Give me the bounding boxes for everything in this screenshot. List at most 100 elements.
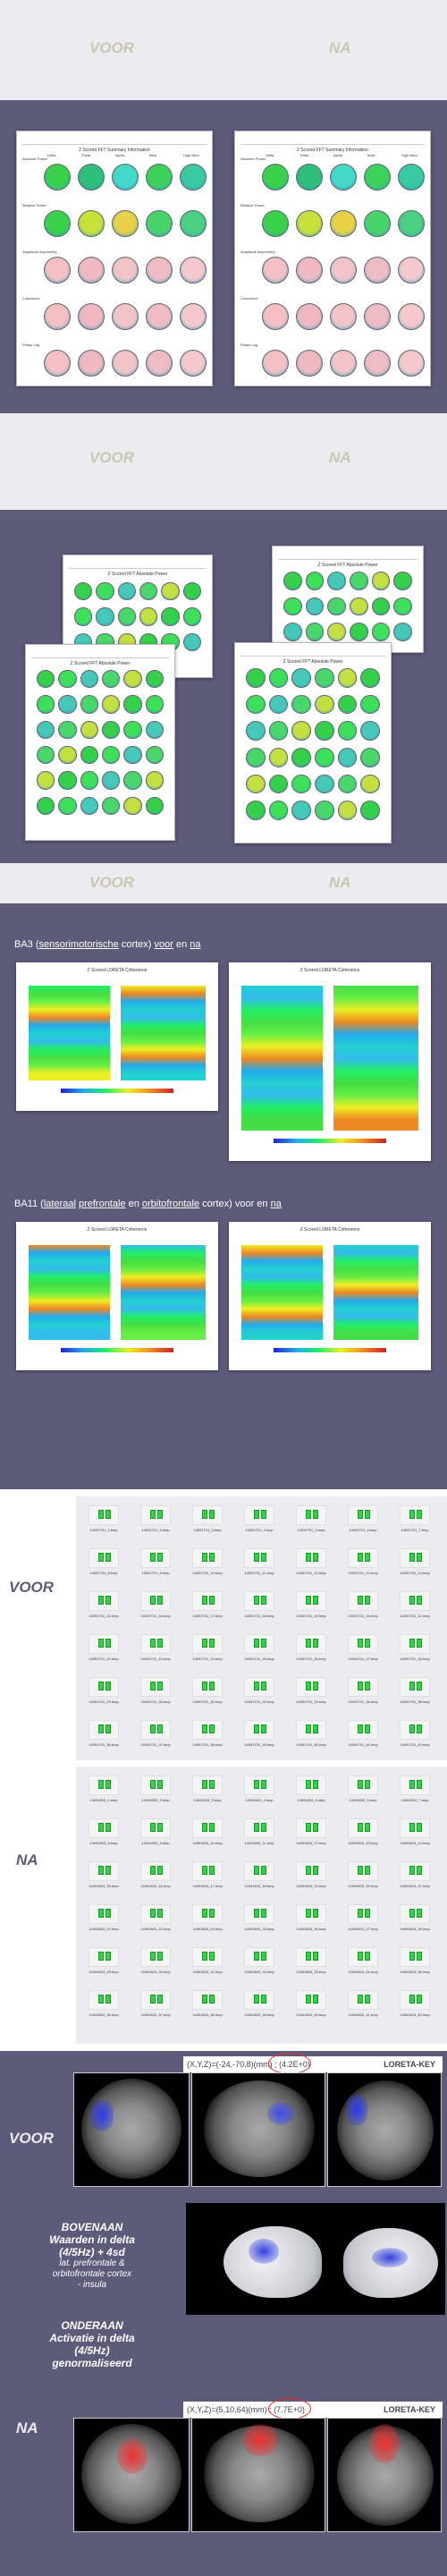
image-thumbnail[interactable]: [348, 1904, 378, 1924]
column-label: High Beta: [183, 153, 199, 157]
image-thumbnail[interactable]: [400, 1904, 430, 1924]
image-thumbnail[interactable]: [192, 1861, 223, 1881]
image-thumbnail[interactable]: [140, 1990, 171, 2010]
image-thumbnail[interactable]: [400, 1634, 430, 1654]
image-thumbnail[interactable]: [89, 1548, 119, 1568]
image-thumbnail[interactable]: [192, 1548, 223, 1568]
image-thumbnail[interactable]: [244, 1990, 274, 2010]
image-thumbnail[interactable]: [348, 1591, 378, 1611]
image-thumbnail[interactable]: [192, 1990, 223, 2010]
image-thumbnail[interactable]: [244, 1861, 274, 1881]
image-thumbnail[interactable]: [244, 1775, 274, 1795]
image-thumbnail[interactable]: [400, 1818, 430, 1838]
image-thumbnail[interactable]: [140, 1904, 171, 1924]
image-thumbnail[interactable]: [89, 1947, 119, 1967]
thumbnail-graphic: [157, 1682, 163, 1690]
image-thumbnail[interactable]: [348, 1548, 378, 1568]
image-thumbnail[interactable]: [89, 1634, 119, 1654]
image-thumbnail[interactable]: [244, 1947, 274, 1967]
image-thumbnail[interactable]: [296, 1720, 326, 1740]
image-thumbnail[interactable]: [192, 1904, 223, 1924]
thumbnail-filename: 14091701_14.bmp: [400, 1571, 430, 1575]
image-thumbnail[interactable]: [140, 1591, 171, 1611]
image-thumbnail[interactable]: [140, 1634, 171, 1654]
image-thumbnail[interactable]: [192, 1720, 223, 1740]
image-thumbnail[interactable]: [400, 1947, 430, 1967]
thumbnail-graphic: [261, 1596, 266, 1605]
image-thumbnail[interactable]: [400, 1861, 430, 1881]
image-thumbnail[interactable]: [192, 1505, 223, 1525]
image-thumbnail[interactable]: [89, 1677, 119, 1697]
image-thumbnail[interactable]: [192, 1818, 223, 1838]
image-thumbnail[interactable]: [244, 1591, 274, 1611]
image-thumbnail[interactable]: [400, 1990, 430, 2010]
image-thumbnail[interactable]: [296, 1591, 326, 1611]
thumbnail-filename: 14091803_9.bmp: [141, 1841, 170, 1845]
image-thumbnail[interactable]: [296, 1505, 326, 1525]
image-thumbnail[interactable]: [400, 1677, 430, 1697]
thumbnail-filename: 14091701_3.bmp: [193, 1528, 222, 1532]
scalp-map-icon: [337, 721, 358, 741]
thumbnail-filename: 14091803_8.bmp: [89, 1841, 118, 1845]
image-thumbnail[interactable]: [140, 1505, 171, 1525]
scalp-map-icon: [337, 668, 358, 688]
image-thumbnail[interactable]: [348, 1947, 378, 1967]
image-thumbnail[interactable]: [140, 1677, 171, 1697]
image-thumbnail[interactable]: [192, 1947, 223, 1967]
image-thumbnail[interactable]: [244, 1505, 274, 1525]
image-thumbnail[interactable]: [348, 1505, 378, 1525]
thumbnail-graphic: [254, 1724, 259, 1733]
image-thumbnail[interactable]: [348, 1990, 378, 2010]
image-thumbnail[interactable]: [348, 1720, 378, 1740]
image-thumbnail[interactable]: [140, 1775, 171, 1795]
image-thumbnail[interactable]: [296, 1861, 326, 1881]
image-thumbnail[interactable]: [244, 1818, 274, 1838]
image-thumbnail[interactable]: [89, 1775, 119, 1795]
image-thumbnail[interactable]: [348, 1634, 378, 1654]
activation-blob: [346, 2095, 367, 2125]
image-thumbnail[interactable]: [244, 1634, 274, 1654]
thumbnail-graphic: [358, 1866, 363, 1875]
image-thumbnail[interactable]: [400, 1720, 430, 1740]
image-thumbnail[interactable]: [140, 1947, 171, 1967]
image-thumbnail[interactable]: [348, 1861, 378, 1881]
image-thumbnail[interactable]: [244, 1904, 274, 1924]
thumbnail-filename: 14091701_30.bmp: [140, 1699, 171, 1704]
thumbnail-graphic: [306, 1724, 311, 1733]
image-thumbnail[interactable]: [192, 1677, 223, 1697]
image-thumbnail[interactable]: [296, 1904, 326, 1924]
image-thumbnail[interactable]: [89, 1904, 119, 1924]
image-thumbnail[interactable]: [89, 1990, 119, 2010]
image-thumbnail[interactable]: [348, 1677, 378, 1697]
image-thumbnail[interactable]: [400, 1775, 430, 1795]
image-thumbnail[interactable]: [296, 1818, 326, 1838]
image-thumbnail[interactable]: [244, 1720, 274, 1740]
image-thumbnail[interactable]: [348, 1775, 378, 1795]
image-thumbnail[interactable]: [244, 1677, 274, 1697]
scalp-map-icon: [371, 572, 391, 590]
image-thumbnail[interactable]: [400, 1505, 430, 1525]
image-thumbnail[interactable]: [89, 1591, 119, 1611]
image-thumbnail[interactable]: [192, 1591, 223, 1611]
image-thumbnail[interactable]: [296, 1634, 326, 1654]
image-thumbnail[interactable]: [89, 1818, 119, 1838]
image-thumbnail[interactable]: [296, 1947, 326, 1967]
image-thumbnail[interactable]: [400, 1591, 430, 1611]
image-thumbnail[interactable]: [244, 1548, 274, 1568]
image-thumbnail[interactable]: [348, 1818, 378, 1838]
image-thumbnail[interactable]: [89, 1861, 119, 1881]
image-thumbnail[interactable]: [140, 1818, 171, 1838]
image-thumbnail[interactable]: [89, 1720, 119, 1740]
image-thumbnail[interactable]: [296, 1548, 326, 1568]
image-thumbnail[interactable]: [89, 1505, 119, 1525]
image-thumbnail[interactable]: [140, 1861, 171, 1881]
image-thumbnail[interactable]: [296, 1775, 326, 1795]
image-thumbnail[interactable]: [192, 1634, 223, 1654]
image-thumbnail[interactable]: [296, 1990, 326, 2010]
image-thumbnail[interactable]: [296, 1677, 326, 1697]
sheet-header: [22, 136, 207, 145]
image-thumbnail[interactable]: [140, 1548, 171, 1568]
image-thumbnail[interactable]: [400, 1548, 430, 1568]
image-thumbnail[interactable]: [140, 1720, 171, 1740]
image-thumbnail[interactable]: [192, 1775, 223, 1795]
